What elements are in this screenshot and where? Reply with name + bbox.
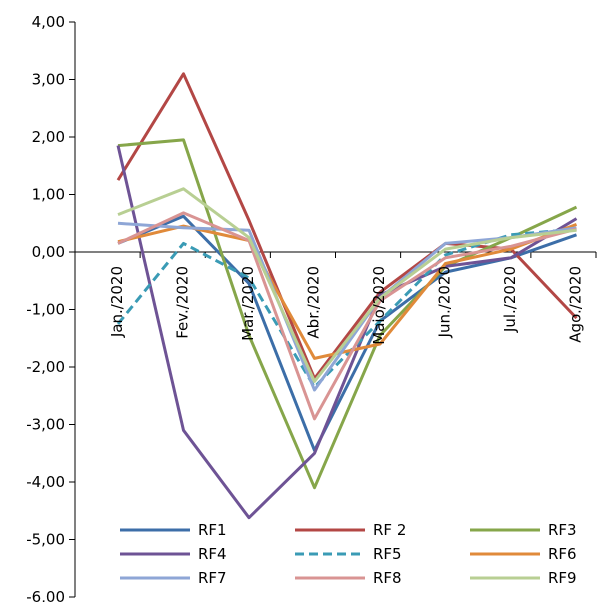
x-tick-label: Fev./2020 <box>174 266 192 339</box>
x-axis-tick-labels: Jan./2020 Fev./2020 Mar./2020 Abr./2020 Maio… <box>108 266 585 345</box>
series-lines <box>116 72 578 520</box>
y-tick-label: -5,00 <box>26 531 65 549</box>
legend-label: RF3 <box>548 521 577 539</box>
chart-axes: -6,00 -5,00 -4,00 -3,00 -2,00 -1,00 0,00 1,00 2,… <box>26 13 597 602</box>
y-tick-label: -1,00 <box>26 301 65 319</box>
x-tick-label: Maio/2020 <box>370 266 388 345</box>
x-tick-label: Abr./2020 <box>305 266 323 339</box>
y-tick-label: 2,00 <box>32 128 65 146</box>
legend-label: RF8 <box>373 569 402 587</box>
y-tick-label: 3,00 <box>32 71 65 89</box>
x-tick-label: Mar./2020 <box>239 266 257 341</box>
y-tick-label: 4,00 <box>32 13 65 31</box>
y-tick-label: -6,00 <box>26 588 65 602</box>
y-tick-label: -4,00 <box>26 473 65 491</box>
legend-label: RF7 <box>198 569 227 587</box>
legend-label: RF1 <box>198 521 227 539</box>
x-tick-label: Jul./2020 <box>501 266 519 333</box>
x-tick-label: Jan./2020 <box>108 266 126 338</box>
series-line-rf8 <box>117 211 577 421</box>
y-tick-label: 0,00 <box>32 243 65 261</box>
legend-label: RF6 <box>548 545 577 563</box>
series-line-rf3 <box>117 138 578 490</box>
series-line-rf4 <box>116 145 578 520</box>
x-tick-label: Ago./2020 <box>567 266 585 343</box>
y-tick-label: -3,00 <box>26 416 65 434</box>
legend-label: RF9 <box>548 569 577 587</box>
legend-label: RF4 <box>198 545 227 563</box>
x-tick-label: Jun./2020 <box>436 266 454 338</box>
y-tick-label: 1,00 <box>32 186 65 204</box>
y-tick-label: -2,00 <box>26 358 65 376</box>
series-line-rf9 <box>117 187 577 383</box>
legend-label: RF5 <box>373 545 402 563</box>
legend-label: RF 2 <box>373 521 406 539</box>
chart-legend: RF1 RF 2 RF3 RF4 RF5 RF6 RF7 RF8 RF9 <box>120 521 577 587</box>
